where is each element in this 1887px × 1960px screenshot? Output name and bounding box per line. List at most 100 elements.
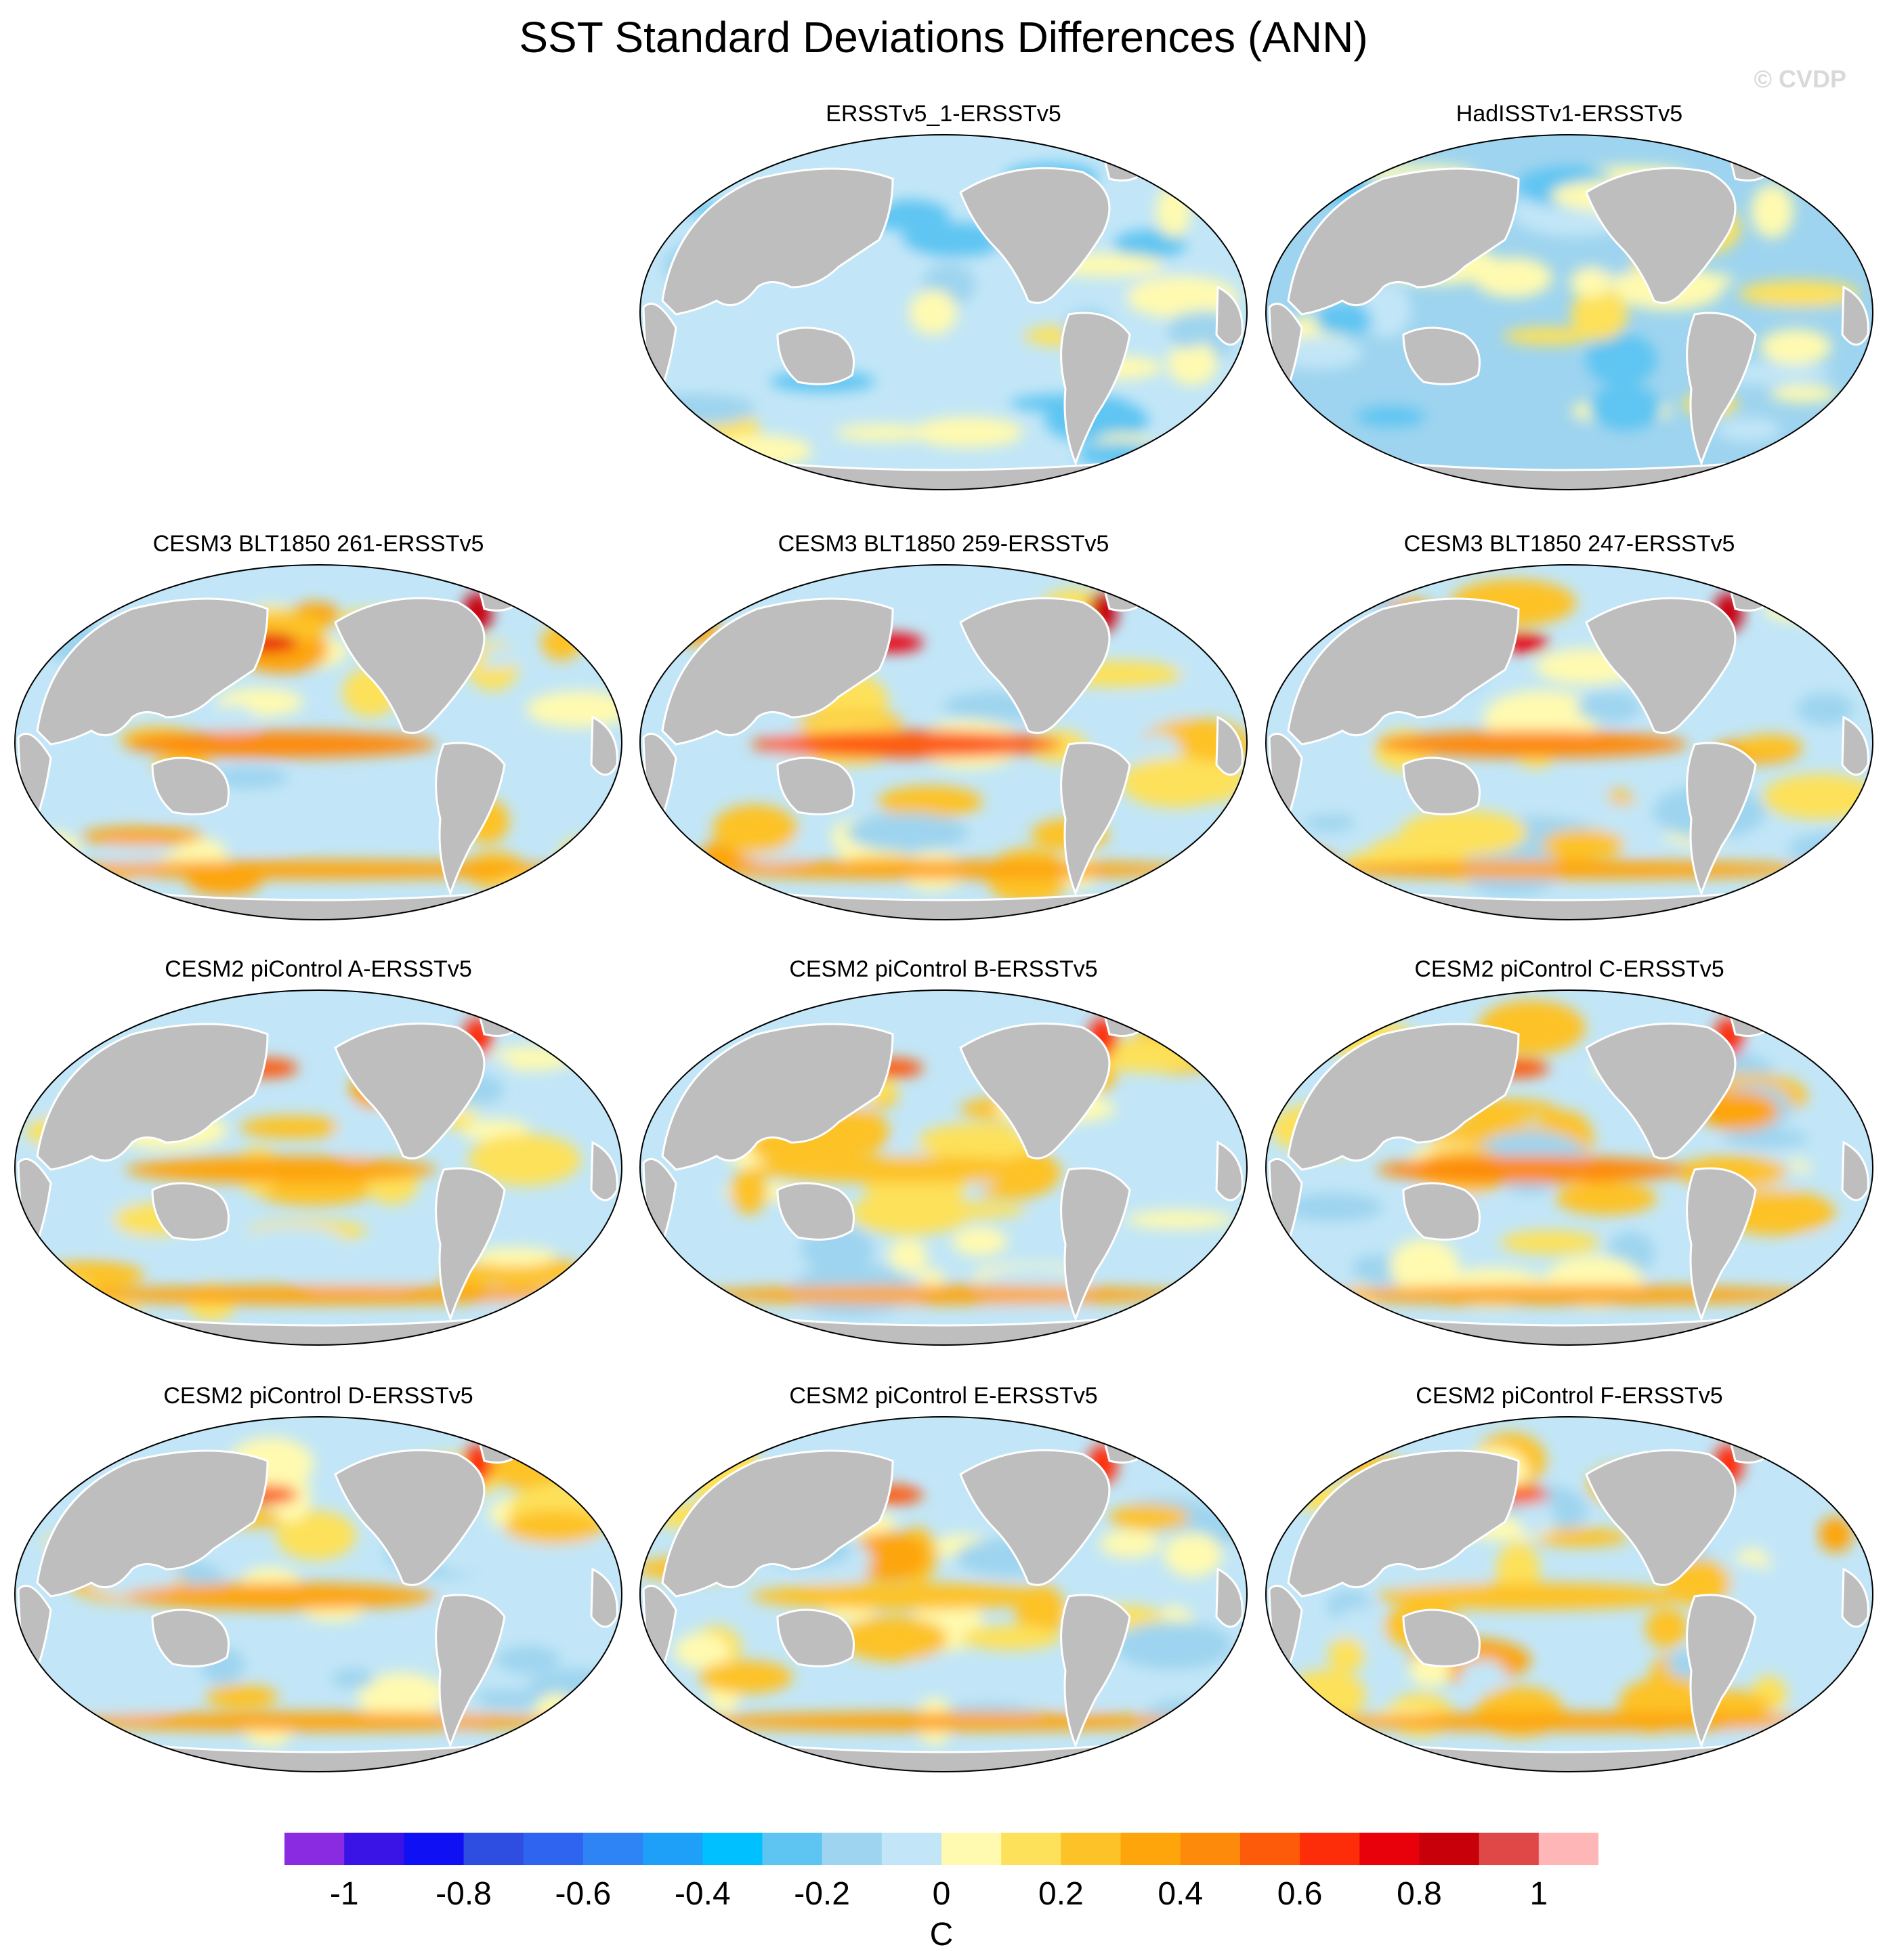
map-graphic bbox=[1265, 1416, 1873, 1772]
anomaly-patch bbox=[674, 1633, 729, 1669]
anomaly-patch bbox=[489, 1441, 570, 1491]
land-mass bbox=[1287, 597, 1520, 746]
map-outline bbox=[1265, 134, 1873, 490]
southern-ocean-band bbox=[1312, 1285, 1827, 1304]
land-mass bbox=[435, 1167, 506, 1322]
anomaly-patch bbox=[1818, 1516, 1853, 1552]
southern-ocean-band bbox=[686, 860, 1201, 879]
colorbar-tick-label: 0.2 bbox=[1038, 1876, 1084, 1912]
land-mass bbox=[1101, 1004, 1151, 1037]
anomaly-patch bbox=[1460, 1659, 1507, 1692]
panel-title: CESM2 piControl B-ERSSTv5 bbox=[789, 956, 1098, 982]
land-mass bbox=[776, 757, 855, 815]
land-mass bbox=[334, 1022, 486, 1159]
map-panel: CESM2 piControl E-ERSSTv5 bbox=[635, 1382, 1252, 1775]
anomaly-patch bbox=[495, 1646, 561, 1674]
land-mass bbox=[1727, 1004, 1777, 1037]
equatorial-band bbox=[750, 1156, 1062, 1183]
anomaly-patch bbox=[913, 417, 1023, 448]
land-mass bbox=[776, 326, 855, 385]
anomaly-patch bbox=[228, 829, 290, 848]
anomaly-patch bbox=[1272, 1275, 1375, 1323]
colorbar-tick-label: -0.8 bbox=[436, 1876, 492, 1912]
colorbar: -1 -0.8 -0.6 -0.4 -0.2 0 0.2 0.4 0.6 0.8 1 C bbox=[284, 1833, 1598, 1955]
map-panel: CESM2 piControl A-ERSSTv5 bbox=[10, 956, 627, 1348]
anomaly-patch bbox=[1531, 1528, 1630, 1547]
colorbar-swatch bbox=[702, 1833, 763, 1865]
southern-ocean-band bbox=[1312, 860, 1827, 879]
anomaly-patch bbox=[295, 1250, 422, 1290]
equatorial-band bbox=[125, 1583, 437, 1610]
anomaly-patch bbox=[1175, 637, 1227, 679]
anomaly-patch bbox=[711, 435, 813, 467]
anomaly-patch bbox=[1356, 406, 1426, 427]
land-mass bbox=[1060, 1594, 1131, 1749]
land-mass bbox=[36, 597, 269, 746]
anomaly-patch bbox=[473, 1247, 557, 1266]
panel-title: CESM2 piControl A-ERSSTv5 bbox=[165, 956, 472, 982]
anomaly-patch bbox=[1500, 1230, 1600, 1255]
anomaly-patch bbox=[1788, 832, 1873, 865]
equatorial-band bbox=[1376, 731, 1688, 758]
land-mass bbox=[1841, 1141, 1869, 1201]
anomaly-patch bbox=[1586, 333, 1657, 387]
anomaly-patch bbox=[1577, 691, 1642, 723]
anomaly-patch bbox=[909, 290, 957, 335]
anomaly-patch bbox=[1517, 1499, 1554, 1535]
anomaly-patch bbox=[1113, 1621, 1233, 1670]
anomaly-patch bbox=[1167, 341, 1217, 385]
land-mass bbox=[1585, 597, 1737, 734]
equatorial-band bbox=[1376, 1156, 1688, 1183]
map-graphic bbox=[639, 989, 1248, 1346]
land-mass bbox=[334, 597, 486, 734]
anomaly-patch bbox=[331, 1669, 375, 1689]
colorbar-swatch bbox=[582, 1833, 643, 1865]
anomaly-patch bbox=[1722, 1128, 1809, 1149]
map-panel: CESM3 BLT1850 261-ERSSTv5 bbox=[10, 530, 627, 923]
land-mass bbox=[1841, 1567, 1869, 1628]
southern-ocean-band bbox=[61, 1285, 576, 1304]
anomaly-patch bbox=[1736, 1522, 1801, 1548]
map-graphic bbox=[1265, 989, 1873, 1346]
page-title: SST Standard Deviations Differences (ANN… bbox=[519, 13, 1368, 62]
southern-ocean-band bbox=[61, 860, 576, 879]
equatorial-band bbox=[125, 1156, 437, 1183]
anomaly-patch bbox=[1737, 734, 1803, 759]
anomaly-patch bbox=[540, 624, 582, 661]
anomaly-patch bbox=[504, 1510, 604, 1544]
panel-title: HadISSTv1-ERSSTv5 bbox=[1456, 101, 1683, 127]
anomaly-patch bbox=[1109, 1504, 1190, 1531]
land-mass bbox=[1585, 1022, 1737, 1159]
anomaly-patch bbox=[1282, 1193, 1383, 1222]
map-panel: CESM2 piControl D-ERSSTv5 bbox=[10, 1382, 627, 1775]
land-mass bbox=[1101, 149, 1151, 182]
anomaly-patch bbox=[877, 786, 983, 818]
land-mass bbox=[151, 757, 230, 815]
anomaly-patch bbox=[712, 804, 798, 854]
anomaly-patch bbox=[1762, 773, 1873, 820]
anomaly-patch bbox=[532, 1668, 620, 1699]
anomaly-patch bbox=[952, 1227, 1007, 1256]
colorbar-swatch bbox=[1479, 1833, 1540, 1865]
land-mass bbox=[1402, 326, 1481, 385]
anomaly-patch bbox=[960, 1625, 1061, 1650]
anomaly-patch bbox=[533, 1693, 580, 1741]
map-outline bbox=[639, 134, 1248, 490]
panel-title: CESM2 piControl D-ERSSTv5 bbox=[163, 1383, 473, 1409]
map-graphic bbox=[639, 1416, 1248, 1772]
anomaly-patch bbox=[1751, 184, 1794, 238]
anomaly-patch bbox=[1588, 385, 1662, 431]
land-mass bbox=[435, 742, 506, 897]
panel-title: ERSSTv5_1-ERSSTv5 bbox=[826, 101, 1061, 127]
land-mass bbox=[661, 1023, 894, 1171]
land-mass bbox=[1727, 1431, 1777, 1464]
land-mass bbox=[1727, 579, 1777, 612]
equatorial-band bbox=[750, 1583, 1062, 1610]
colorbar-swatch bbox=[284, 1833, 345, 1865]
anomaly-patch bbox=[1760, 329, 1831, 365]
land-mass bbox=[1215, 1567, 1244, 1628]
anomaly-patch bbox=[640, 393, 756, 425]
colorbar-swatch bbox=[344, 1833, 404, 1865]
land-mass bbox=[1215, 715, 1244, 776]
anomaly-patch bbox=[1120, 757, 1232, 808]
